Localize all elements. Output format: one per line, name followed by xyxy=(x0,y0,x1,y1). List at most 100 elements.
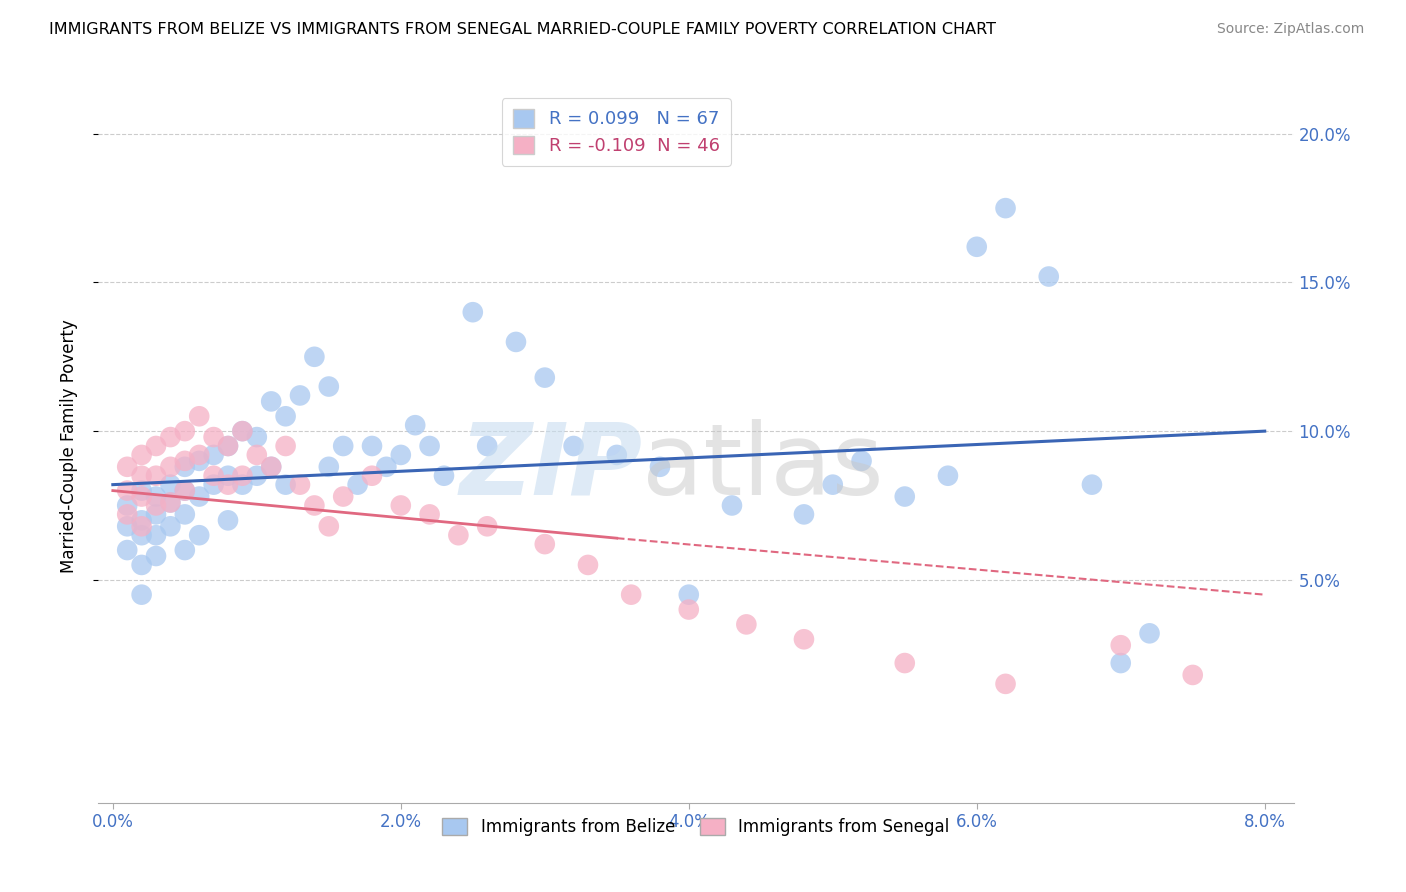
Point xyxy=(145,528,167,542)
Point xyxy=(735,617,758,632)
Point xyxy=(173,483,195,498)
Text: atlas: atlas xyxy=(643,419,884,516)
Point xyxy=(159,495,181,509)
Point xyxy=(851,454,873,468)
Text: Source: ZipAtlas.com: Source: ZipAtlas.com xyxy=(1216,22,1364,37)
Point xyxy=(1081,477,1104,491)
Point xyxy=(159,459,181,474)
Point xyxy=(173,508,195,522)
Point xyxy=(533,537,555,551)
Point xyxy=(131,558,153,572)
Point xyxy=(173,424,195,438)
Point xyxy=(231,424,253,438)
Point xyxy=(361,468,384,483)
Point xyxy=(231,477,253,491)
Point xyxy=(288,388,311,402)
Point xyxy=(576,558,599,572)
Point xyxy=(173,483,195,498)
Point xyxy=(361,439,384,453)
Point xyxy=(477,439,499,453)
Point xyxy=(447,528,470,542)
Point xyxy=(115,499,138,513)
Point xyxy=(246,468,269,483)
Point xyxy=(131,513,153,527)
Point xyxy=(217,439,239,453)
Point xyxy=(318,459,340,474)
Point xyxy=(188,528,211,542)
Point xyxy=(159,519,181,533)
Point xyxy=(1109,638,1132,652)
Point xyxy=(131,483,153,498)
Point xyxy=(419,508,441,522)
Point xyxy=(231,424,253,438)
Point xyxy=(678,588,700,602)
Point xyxy=(173,459,195,474)
Point xyxy=(188,454,211,468)
Point xyxy=(202,448,225,462)
Point xyxy=(1181,668,1204,682)
Point xyxy=(131,468,153,483)
Point xyxy=(533,370,555,384)
Point xyxy=(115,508,138,522)
Point xyxy=(173,543,195,558)
Point xyxy=(145,549,167,563)
Point xyxy=(202,468,225,483)
Point xyxy=(131,448,153,462)
Point xyxy=(115,519,138,533)
Point xyxy=(1139,626,1161,640)
Point xyxy=(318,519,340,533)
Point xyxy=(404,418,426,433)
Point xyxy=(145,468,167,483)
Y-axis label: Married-Couple Family Poverty: Married-Couple Family Poverty xyxy=(59,319,77,573)
Point xyxy=(1038,269,1060,284)
Point xyxy=(721,499,744,513)
Point xyxy=(274,409,297,424)
Point xyxy=(246,430,269,444)
Point xyxy=(260,394,283,409)
Point xyxy=(260,459,283,474)
Point xyxy=(893,656,915,670)
Point xyxy=(173,454,195,468)
Point xyxy=(217,477,239,491)
Point xyxy=(131,588,153,602)
Point xyxy=(994,677,1017,691)
Point xyxy=(893,490,915,504)
Text: IMMIGRANTS FROM BELIZE VS IMMIGRANTS FROM SENEGAL MARRIED-COUPLE FAMILY POVERTY : IMMIGRANTS FROM BELIZE VS IMMIGRANTS FRO… xyxy=(49,22,997,37)
Point xyxy=(346,477,368,491)
Point xyxy=(188,448,211,462)
Point xyxy=(332,490,354,504)
Point xyxy=(188,409,211,424)
Point xyxy=(375,459,398,474)
Point xyxy=(145,490,167,504)
Point xyxy=(115,483,138,498)
Point xyxy=(620,588,643,602)
Point xyxy=(821,477,844,491)
Point xyxy=(304,350,326,364)
Point xyxy=(966,240,988,254)
Point xyxy=(389,448,412,462)
Point xyxy=(304,499,326,513)
Point xyxy=(202,477,225,491)
Point xyxy=(606,448,628,462)
Point xyxy=(562,439,585,453)
Point xyxy=(145,499,167,513)
Legend: Immigrants from Belize, Immigrants from Senegal: Immigrants from Belize, Immigrants from … xyxy=(434,810,957,845)
Point xyxy=(1109,656,1132,670)
Point xyxy=(131,490,153,504)
Point xyxy=(159,430,181,444)
Point xyxy=(936,468,959,483)
Text: ZIP: ZIP xyxy=(460,419,643,516)
Point xyxy=(274,477,297,491)
Point xyxy=(115,543,138,558)
Point xyxy=(217,439,239,453)
Point xyxy=(217,468,239,483)
Point xyxy=(231,468,253,483)
Point xyxy=(389,499,412,513)
Point xyxy=(318,379,340,393)
Point xyxy=(332,439,354,453)
Point xyxy=(217,513,239,527)
Point xyxy=(288,477,311,491)
Point xyxy=(202,430,225,444)
Point xyxy=(115,459,138,474)
Point xyxy=(188,490,211,504)
